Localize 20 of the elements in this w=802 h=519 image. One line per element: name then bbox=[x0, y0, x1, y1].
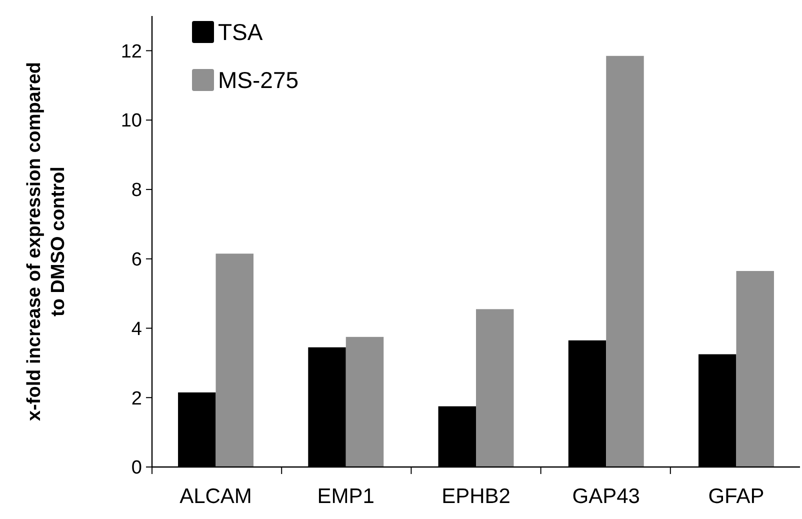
y-tick-label: 12 bbox=[120, 41, 142, 62]
y-tick-label: 10 bbox=[120, 110, 142, 132]
x-tick-label: GAP43 bbox=[572, 485, 640, 508]
x-tick-label: GFAP bbox=[708, 485, 764, 508]
bar bbox=[216, 254, 254, 467]
y-tick-label: 8 bbox=[131, 180, 142, 202]
y-tick-label: 2 bbox=[131, 388, 142, 410]
y-tick-label: 0 bbox=[131, 458, 142, 479]
y-tick-label: 6 bbox=[131, 249, 142, 270]
y-tick-label: 4 bbox=[131, 318, 142, 340]
legend-label: MS-275 bbox=[218, 67, 299, 94]
bar bbox=[736, 270, 774, 467]
legend-label: TSA bbox=[218, 19, 264, 46]
x-tick-label: EMP1 bbox=[317, 485, 374, 508]
bar bbox=[346, 336, 384, 467]
x-tick-label: EPHB2 bbox=[442, 485, 510, 508]
bar bbox=[606, 56, 644, 467]
y-axis-title: x-fold increase of expression compared to DMSO control bbox=[24, 62, 69, 422]
x-tick-label: ALCAM bbox=[180, 485, 252, 508]
bar bbox=[476, 309, 514, 467]
